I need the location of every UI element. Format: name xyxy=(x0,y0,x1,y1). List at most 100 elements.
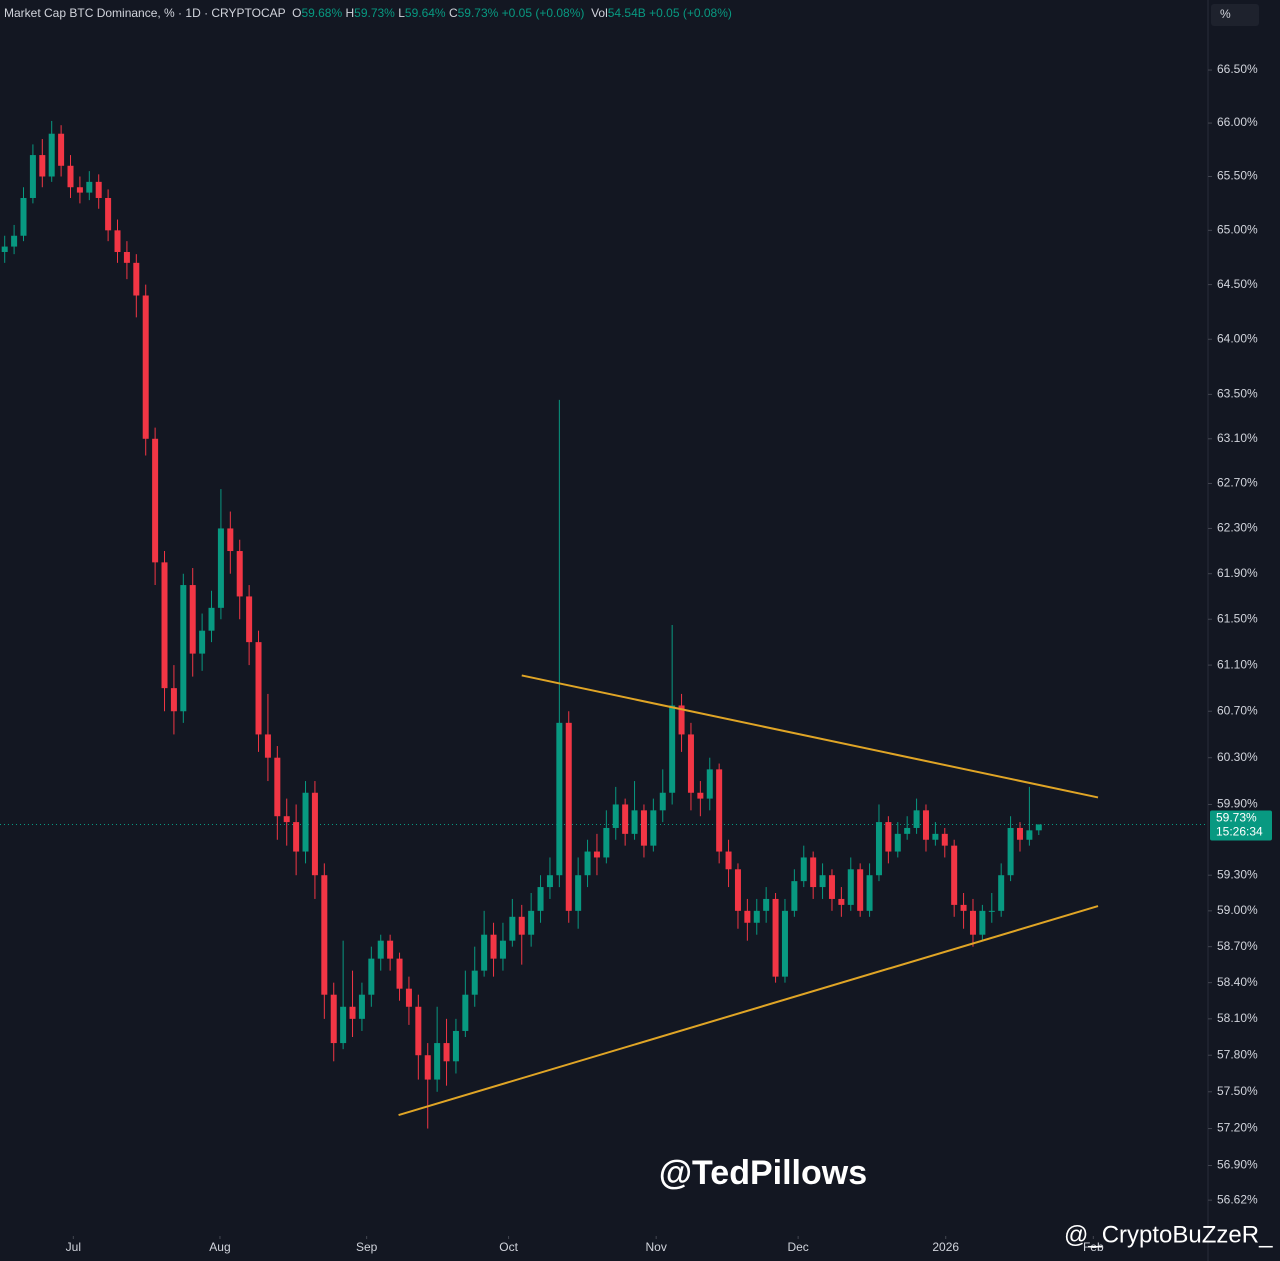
candle-body xyxy=(358,994,365,1019)
trendline xyxy=(398,905,1099,1117)
candle-body xyxy=(857,869,864,911)
x-tick-label: Aug xyxy=(209,1240,230,1254)
candle-body xyxy=(998,875,1005,911)
y-tick-label: 60.30% xyxy=(1217,750,1258,764)
title: Market Cap BTC Dominance, % · 1D · CRYPT… xyxy=(4,6,286,20)
last-price-label: 59.73% xyxy=(1216,811,1257,825)
candle-body xyxy=(725,851,732,870)
candle-body xyxy=(528,910,535,935)
x-tick-label: Feb xyxy=(1083,1240,1104,1254)
watermark: @TedPillows xyxy=(659,1154,867,1192)
candle-body xyxy=(462,994,469,1031)
candle-body xyxy=(988,910,995,912)
candle-body xyxy=(979,910,986,935)
candle-body xyxy=(781,910,788,977)
countdown: 15:26:34 xyxy=(1216,825,1263,839)
candle-body xyxy=(828,875,835,899)
y-tick-label: 61.10% xyxy=(1217,657,1258,671)
candle-body xyxy=(509,916,516,941)
candle-body xyxy=(537,887,544,911)
y-tick-label: 64.00% xyxy=(1217,331,1258,345)
candle-body xyxy=(405,988,412,1007)
candle-body xyxy=(180,585,187,712)
ohlc-label: O xyxy=(292,6,302,20)
candle-body xyxy=(20,197,27,236)
candle-body xyxy=(800,857,807,882)
candle-body xyxy=(697,792,704,799)
y-tick-label: 59.90% xyxy=(1217,797,1258,811)
last-price-box xyxy=(1210,810,1272,841)
candle-body xyxy=(396,958,403,989)
candle-body xyxy=(452,1030,459,1062)
y-tick-label: 63.10% xyxy=(1217,431,1258,445)
candle-body xyxy=(123,251,130,263)
candle-body xyxy=(133,262,140,296)
ohlc-value: 59.64% xyxy=(404,6,446,20)
x-tick-label: Sep xyxy=(356,1240,378,1254)
y-tick-label: 64.50% xyxy=(1217,277,1258,291)
candle-body xyxy=(922,810,929,840)
ohlc-label: L xyxy=(398,6,405,20)
candle-body xyxy=(706,769,713,799)
candle-body xyxy=(321,875,328,995)
candle-body xyxy=(885,822,892,852)
candle-body xyxy=(471,970,478,995)
candle-body xyxy=(208,607,215,631)
candle-body xyxy=(612,804,619,828)
x-tick-label: 2026 xyxy=(932,1240,959,1254)
y-tick-label: 59.30% xyxy=(1217,867,1258,881)
candle-body xyxy=(170,688,177,712)
candle-body xyxy=(236,551,243,597)
volume-label: Vol xyxy=(591,6,608,20)
candle-body xyxy=(199,630,206,654)
candle-body xyxy=(114,230,121,252)
candle-body xyxy=(302,792,309,852)
scale-button[interactable]: % xyxy=(1220,7,1231,21)
candle-body xyxy=(415,1006,422,1056)
trendline xyxy=(521,674,1099,799)
ohlc: O59.68% H59.73% L59.64% C59.73% +0.05 (+… xyxy=(292,6,732,20)
candle-body xyxy=(29,155,36,198)
candle-body xyxy=(904,827,911,834)
x-tick-label: Oct xyxy=(499,1240,518,1254)
y-tick-label: 58.40% xyxy=(1217,975,1258,989)
candle-body xyxy=(593,851,600,858)
candle-body xyxy=(753,910,760,923)
y-tick-label: 62.30% xyxy=(1217,521,1258,535)
candle-body xyxy=(1007,827,1014,876)
candle-body xyxy=(58,133,65,166)
ohlc-label: C xyxy=(448,6,458,20)
y-tick-label: 62.70% xyxy=(1217,476,1258,490)
candle-body xyxy=(293,822,300,852)
volume-value: 54.54B xyxy=(607,6,646,20)
candle-body xyxy=(969,910,976,935)
candle-body xyxy=(349,1006,356,1019)
candle-body xyxy=(39,155,46,177)
candle-body xyxy=(67,165,74,188)
candle-body xyxy=(819,875,826,888)
y-tick-label: 56.90% xyxy=(1217,1158,1258,1172)
candle-body xyxy=(631,810,638,834)
candle-body xyxy=(659,792,666,811)
candle-body xyxy=(565,722,572,911)
candle-body xyxy=(86,181,93,193)
candle-body xyxy=(575,875,582,911)
candle-body xyxy=(866,875,873,911)
candle-body xyxy=(687,734,694,793)
x-tick-label: Jul xyxy=(66,1240,81,1254)
ohlc-value: 59.73% xyxy=(457,6,499,20)
candle-body xyxy=(161,562,168,689)
candle-body xyxy=(669,705,676,793)
candle-body xyxy=(894,833,901,852)
candle-body xyxy=(810,857,817,888)
candle-body xyxy=(678,705,685,735)
candle-body xyxy=(189,585,196,654)
candle-body xyxy=(105,197,112,231)
candle-body xyxy=(603,827,610,858)
candle-body xyxy=(387,940,394,959)
candle-body xyxy=(368,958,375,995)
candle-body xyxy=(847,869,854,905)
y-tick-label: 57.80% xyxy=(1217,1047,1258,1061)
